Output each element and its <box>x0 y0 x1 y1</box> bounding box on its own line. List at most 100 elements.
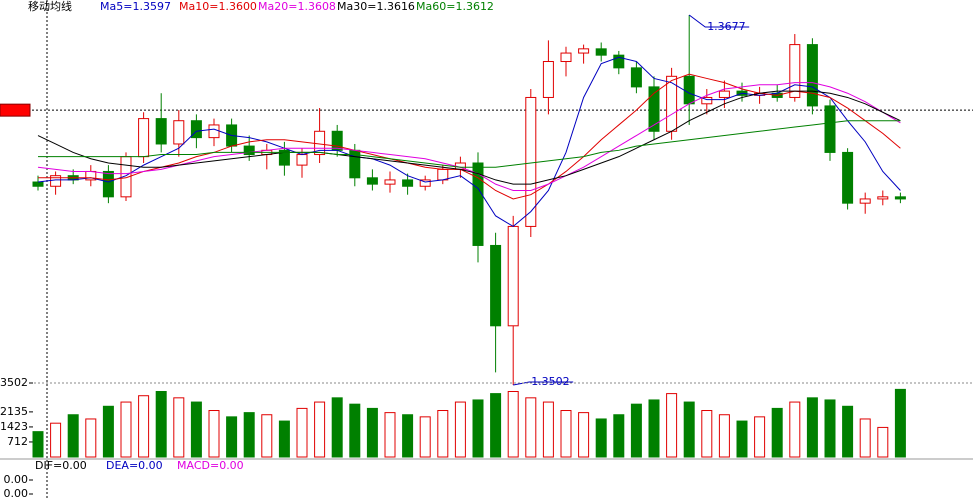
candle-body <box>894 196 906 200</box>
volume-bar <box>67 414 79 458</box>
candle-body <box>877 196 889 200</box>
volume-bar <box>243 412 255 458</box>
volume-bar <box>630 403 642 458</box>
volume-bar <box>472 399 484 458</box>
candle-body <box>648 86 660 132</box>
volume-bar <box>542 401 554 458</box>
indicator-label: DIF=0.00 <box>35 459 87 472</box>
volume-bar <box>366 407 378 458</box>
candle-body <box>419 179 431 187</box>
candle-body <box>138 118 150 158</box>
volume-bar <box>894 388 906 458</box>
volume-bar <box>138 395 150 458</box>
candle-body <box>560 52 572 63</box>
volume-bar <box>666 393 678 458</box>
annotation-leader <box>688 14 750 28</box>
volume-bar <box>50 422 62 458</box>
ma-line <box>37 90 901 185</box>
volume-bar <box>296 407 308 458</box>
candle-body <box>542 61 554 98</box>
cursor-marker <box>0 103 31 117</box>
volume-bar <box>736 420 748 458</box>
candle-body <box>32 181 44 187</box>
indicator-label: DEA=0.00 <box>106 459 163 472</box>
legend-entry: Ma5=1.3597 <box>100 0 171 13</box>
annotation-label: 1.3677 <box>707 20 746 33</box>
volume-bar <box>525 397 537 458</box>
volume-bar <box>454 401 466 458</box>
volume-bar <box>32 431 44 458</box>
candle-body <box>278 149 290 166</box>
volume-bar <box>155 390 167 458</box>
volume-bar <box>120 401 132 458</box>
candle-body <box>243 145 255 156</box>
candle-body <box>806 44 818 107</box>
volume-bar <box>754 416 766 458</box>
y-tick-label: 712 <box>7 435 28 448</box>
candle-body <box>578 48 590 54</box>
candle-body <box>683 75 695 105</box>
volume-bar <box>877 426 889 458</box>
volume-bar <box>683 401 695 458</box>
ma-line <box>38 120 901 168</box>
volume-bar <box>173 397 185 458</box>
volume-bar <box>824 399 836 458</box>
candle-body <box>630 67 642 88</box>
y-tick-label: 2135 <box>0 405 28 418</box>
candle-body <box>507 225 519 327</box>
volume-bar <box>560 410 572 458</box>
volume-bar <box>208 410 220 458</box>
candle-body <box>331 130 343 151</box>
volume-bar <box>384 412 396 458</box>
candle-body <box>437 168 449 181</box>
ma-line <box>37 56 901 228</box>
volume-bar <box>314 401 326 458</box>
candle-body <box>472 162 484 246</box>
volume-bar <box>578 412 590 458</box>
legend-entry: Ma30=1.3616 <box>337 0 415 13</box>
legend-entry: Ma60=1.3612 <box>416 0 494 13</box>
candle-body <box>613 54 625 69</box>
volume-bar <box>278 420 290 458</box>
candle-body <box>366 177 378 185</box>
volume-bar <box>226 416 238 458</box>
candle-body <box>490 244 502 327</box>
candle-body <box>859 198 871 204</box>
indicator-label: MACD=0.00 <box>177 459 244 472</box>
volume-bar <box>437 410 449 458</box>
volume-bar <box>613 414 625 458</box>
candle-body <box>789 44 801 98</box>
candle-body <box>595 48 607 56</box>
y-tick-label: 0.00 <box>4 473 29 486</box>
ma-line <box>38 73 901 200</box>
volume-bar <box>490 393 502 458</box>
candle-body <box>402 179 414 187</box>
volume-bar <box>402 414 414 458</box>
volume-bar <box>842 405 854 458</box>
volume-bar <box>85 418 97 458</box>
y-tick-label: 0.00 <box>4 487 29 500</box>
volume-bar <box>349 403 361 458</box>
annotation-label: 1.3502 <box>531 375 570 388</box>
candle-body <box>296 154 308 166</box>
candle-body <box>208 124 220 139</box>
legend-entry: Ma10=1.3600 <box>179 0 257 13</box>
volume-bar <box>419 416 431 458</box>
volume-bar <box>806 397 818 458</box>
volume-bar <box>718 414 730 458</box>
annotation-leader <box>513 381 574 386</box>
candle-body <box>384 179 396 185</box>
candle-body <box>701 96 713 105</box>
chart-title: 移动均线 <box>28 0 72 13</box>
volume-bar <box>507 390 519 458</box>
candle-body <box>102 170 114 198</box>
candle-body <box>824 105 836 153</box>
volume-bar <box>595 418 607 458</box>
y-tick-label: 1423 <box>0 420 28 433</box>
volume-bar <box>859 418 871 458</box>
y-tick-label: 3502 <box>0 376 28 389</box>
candle-body <box>842 151 854 204</box>
legend-entry: Ma20=1.3608 <box>258 0 336 13</box>
